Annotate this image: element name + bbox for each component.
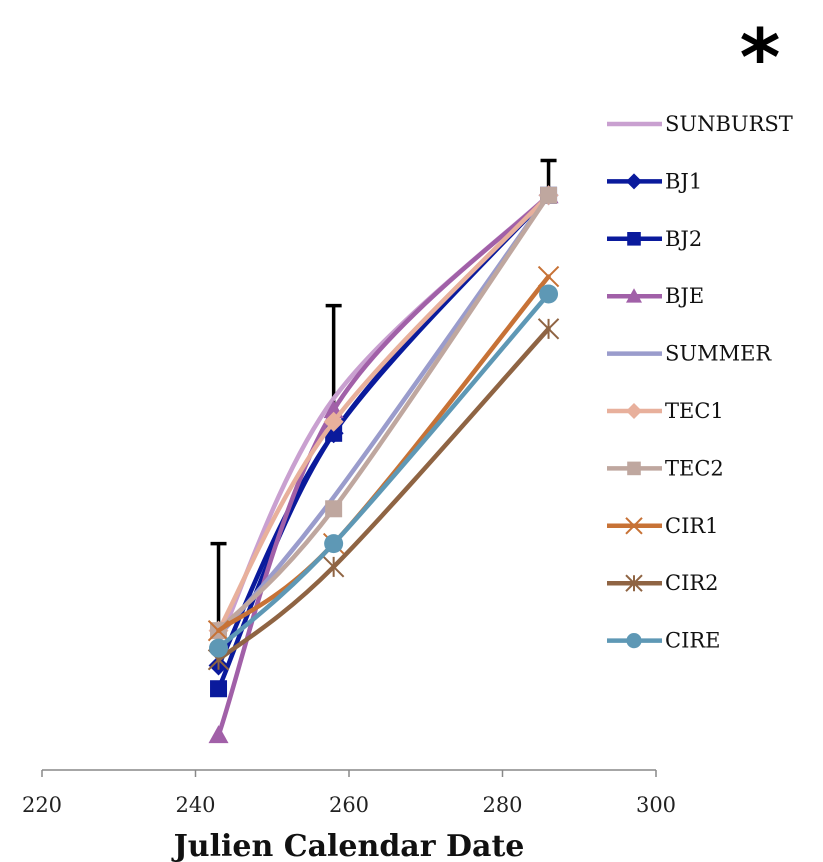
legend-item: CIR1 xyxy=(607,514,719,538)
legend-item: CIRE xyxy=(607,629,721,653)
legend-label: TEC2 xyxy=(665,456,724,480)
legend-label: CIR2 xyxy=(665,571,719,595)
series-line xyxy=(216,291,551,651)
legend-marker xyxy=(625,574,643,592)
legend-label: TEC1 xyxy=(665,399,724,423)
legend-label: SUMMER xyxy=(665,342,772,366)
legend-item: TEC2 xyxy=(607,456,724,480)
legend: SUNBURST BJ1 BJ2 BJE SUMMER TEC1 TEC2 CIR1 CIR2 C… xyxy=(607,112,793,653)
x-tick-label: 240 xyxy=(175,793,215,817)
data-point xyxy=(323,411,344,432)
data-point xyxy=(324,534,344,554)
legend-marker xyxy=(627,461,641,476)
legend-marker xyxy=(625,517,643,535)
legend-item: BJE xyxy=(607,284,704,308)
x-axis: 220 240 260 280 300 xyxy=(22,769,676,817)
legend-item: BJ1 xyxy=(607,169,702,193)
legend-item: SUNBURST xyxy=(607,112,793,136)
data-point xyxy=(208,725,229,744)
legend-label: BJE xyxy=(665,284,704,308)
data-point xyxy=(210,680,228,698)
legend-item: SUMMER xyxy=(607,342,772,366)
legend-label: CIRE xyxy=(665,629,721,653)
x-tick-label: 220 xyxy=(22,793,62,817)
series-line xyxy=(216,193,551,738)
series-cir2 xyxy=(207,318,560,671)
plot-area xyxy=(207,185,560,744)
data-point xyxy=(325,500,343,518)
legend-label: CIR1 xyxy=(665,514,719,538)
legend-item: TEC1 xyxy=(607,399,724,423)
data-point xyxy=(209,638,229,658)
legend-item: BJ2 xyxy=(607,227,702,251)
series-cire xyxy=(209,284,559,658)
legend-marker xyxy=(626,633,642,649)
x-axis-title: Julien Calendar Date xyxy=(171,829,525,862)
data-point xyxy=(537,318,560,340)
data-point xyxy=(539,284,559,304)
series-bje xyxy=(208,185,559,744)
legend-label: BJ2 xyxy=(665,227,702,251)
legend-label: SUNBURST xyxy=(665,112,793,136)
legend-item: CIR2 xyxy=(607,571,719,595)
data-point xyxy=(322,556,345,578)
legend-marker xyxy=(626,403,642,419)
x-tick-label: 300 xyxy=(636,793,676,817)
legend-marker xyxy=(626,288,642,303)
legend-marker xyxy=(627,232,641,246)
data-point xyxy=(207,619,230,642)
legend-label: BJ1 xyxy=(665,169,702,193)
x-tick-label: 280 xyxy=(482,793,522,817)
data-point xyxy=(537,265,560,288)
x-tick-label: 260 xyxy=(329,793,369,817)
data-point xyxy=(540,186,558,204)
significance-asterisk: * xyxy=(740,14,781,104)
legend-marker xyxy=(626,173,642,190)
series-line xyxy=(216,193,551,633)
series-line xyxy=(216,326,551,662)
